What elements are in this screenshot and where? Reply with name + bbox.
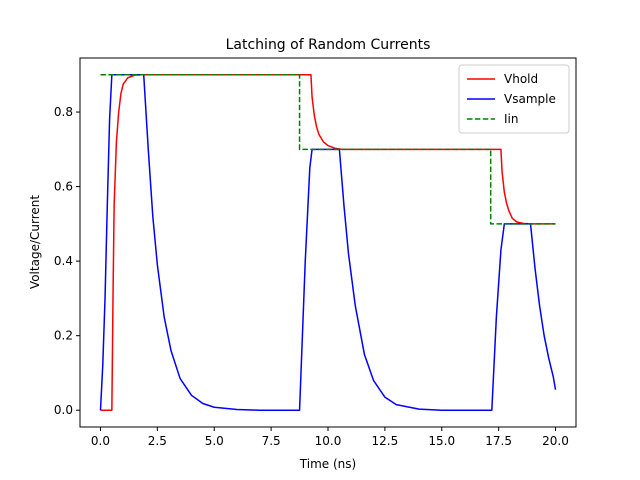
- legend-label: Iin: [504, 112, 518, 126]
- x-axis-ticks: 0.0 2.5 5.0 7.5 10.0 12.5 15.0 17.5 20.0: [91, 427, 569, 448]
- series-layer: [99, 74, 557, 411]
- y-axis-label: Voltage/Current: [28, 195, 42, 289]
- series-line-vhold: [100, 74, 556, 411]
- legend-label: Vhold: [504, 72, 538, 86]
- y-tick-label: 0.8: [54, 105, 73, 119]
- x-tick-label: 20.0: [542, 434, 569, 448]
- series-line-iin: [100, 74, 556, 225]
- x-tick-label: 7.5: [262, 434, 281, 448]
- y-tick-label: 0.6: [54, 180, 73, 194]
- x-tick-label: 15.0: [428, 434, 455, 448]
- x-axis-label: Time (ns): [299, 457, 356, 471]
- legend-box: [458, 64, 570, 134]
- y-axis-ticks: 0.0 0.2 0.4 0.6 0.8: [54, 105, 80, 417]
- y-tick-label: 0.2: [54, 329, 73, 343]
- x-tick-label: 2.5: [148, 434, 167, 448]
- x-tick-label: 5.0: [205, 434, 224, 448]
- x-tick-label: 12.5: [372, 434, 399, 448]
- y-tick-label: 0.4: [54, 254, 73, 268]
- legend-label: Vsample: [504, 92, 556, 106]
- y-tick-label: 0.0: [54, 403, 73, 417]
- legend: Vhold Vsample Iin: [458, 64, 570, 134]
- x-tick-label: 10.0: [315, 434, 342, 448]
- chart-title: Latching of Random Currents: [226, 37, 431, 53]
- x-tick-label: 17.5: [485, 434, 512, 448]
- x-tick-label: 0.0: [91, 434, 110, 448]
